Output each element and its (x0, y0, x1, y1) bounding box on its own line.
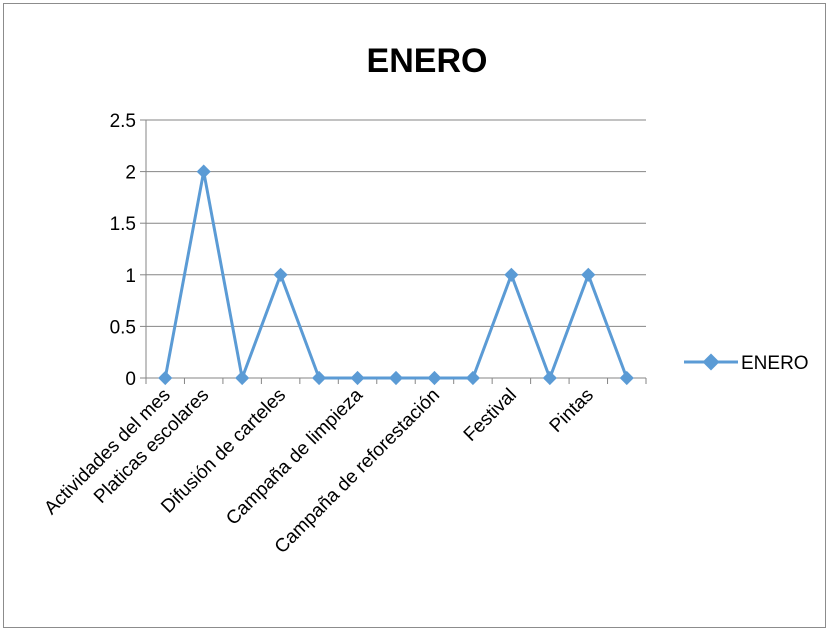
data-point (273, 267, 288, 282)
y-tick-label: 0 (125, 369, 136, 390)
legend-label: ENERO (741, 353, 809, 374)
y-tick-label: 0.5 (110, 317, 136, 338)
x-tick-label: Campaña de reforestación (271, 385, 444, 558)
data-point (388, 370, 404, 386)
x-tick-label: Festival (460, 385, 521, 446)
legend-marker (702, 353, 720, 371)
data-point (465, 370, 480, 386)
chart-title: ENERO (367, 42, 488, 80)
legend: ENERO (684, 353, 809, 374)
data-point (235, 370, 250, 386)
x-tick-label: Pintas (546, 385, 598, 437)
y-tick-label: 1.5 (110, 214, 136, 235)
data-point (350, 370, 365, 386)
data-point (196, 164, 211, 179)
data-point (581, 267, 596, 282)
gridlines (140, 119, 646, 379)
y-tick-label: 2 (125, 163, 136, 184)
data-point (542, 370, 557, 386)
data-point (619, 370, 634, 386)
y-tick-labels: 0 0.5 1 1.5 2 2.5 (110, 111, 136, 390)
series-layer (158, 164, 634, 386)
data-point (427, 370, 442, 386)
x-tick-label: Campaña de limpieza (222, 384, 367, 529)
y-tick-label: 2.5 (110, 111, 136, 132)
data-point (312, 370, 327, 386)
data-point (158, 370, 173, 386)
data-point (504, 267, 519, 282)
y-tick-label: 1 (125, 266, 136, 287)
axes (145, 120, 647, 384)
chart-frame (3, 3, 826, 628)
